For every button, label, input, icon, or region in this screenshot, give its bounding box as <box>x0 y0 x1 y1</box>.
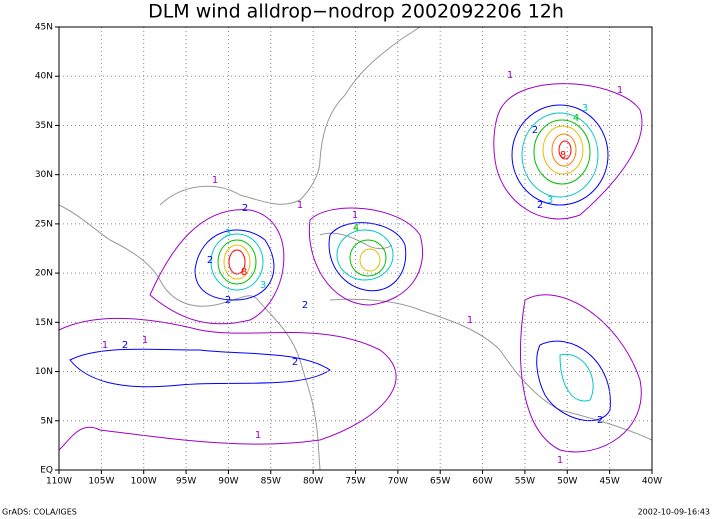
x-tick-label: 110W <box>46 477 72 487</box>
contour-1 <box>520 294 642 453</box>
y-tick-label: 35N <box>35 121 53 131</box>
contour-1 <box>58 318 397 451</box>
contour-label: 4 <box>573 113 579 124</box>
y-tick-label: EQ <box>40 466 53 476</box>
x-tick-label: 60W <box>472 477 492 487</box>
contour-2 <box>328 222 407 292</box>
contour-label: 1 <box>102 340 108 351</box>
y-tick-label: 5N <box>41 416 53 426</box>
contour-3 <box>210 233 264 291</box>
contour-5 <box>542 125 584 175</box>
grid <box>59 27 652 470</box>
contour-label: 2 <box>122 340 128 351</box>
x-tick-label: 70W <box>388 477 408 487</box>
y-tick-label: 20N <box>35 269 53 279</box>
x-tick-label: 105W <box>88 477 114 487</box>
contour-1 <box>308 207 424 306</box>
contour-label: 4 <box>353 223 359 234</box>
x-tick-label: 95W <box>176 477 196 487</box>
contour-4 <box>217 239 257 285</box>
coast-central-america <box>58 204 321 471</box>
contour-label: 1 <box>557 455 563 466</box>
contour-label: 1 <box>297 200 303 211</box>
contour-label: 2 <box>537 200 543 211</box>
contour-label: 2 <box>597 415 603 426</box>
y-tick-label: 30N <box>35 170 53 180</box>
y-tick-label: 25N <box>35 219 53 229</box>
contour-7 <box>558 140 572 160</box>
contour-6 <box>551 133 577 167</box>
x-tick-label: 65W <box>430 477 450 487</box>
contour-4 <box>533 119 591 185</box>
y-tick-label: 45N <box>35 23 53 33</box>
contour-label: 1 <box>212 175 218 186</box>
x-tick-label: 45W <box>599 477 619 487</box>
contour-label: 8 <box>241 267 247 278</box>
contour-5 <box>359 248 381 272</box>
contour-6 <box>228 249 246 275</box>
x-tick-label: 40W <box>642 477 662 487</box>
footer-left: GrADS: COLA/IGES <box>2 508 77 517</box>
contours <box>58 83 643 453</box>
x-tick-label: 85W <box>261 477 281 487</box>
contour-2 <box>511 104 609 206</box>
contour-2 <box>194 229 275 301</box>
contour-3 <box>521 112 599 198</box>
coastlines <box>58 26 653 471</box>
contour-label: 2 <box>292 357 298 368</box>
contour-4 <box>349 239 387 277</box>
contour-label: 2 <box>207 255 213 266</box>
x-tick-label: 90W <box>218 477 238 487</box>
contour-label: 1 <box>255 430 261 441</box>
coast-south-america <box>329 298 653 441</box>
title: DLM wind alldrop−nodrop 2002092206 12h <box>148 1 564 23</box>
contour-label: 1 <box>467 315 473 326</box>
contour-label: 2 <box>242 203 248 214</box>
contour-label: 3 <box>260 280 266 291</box>
contour-label: 3 <box>225 228 231 239</box>
contour-label: 1 <box>142 335 148 346</box>
x-tick-label: 100W <box>131 477 157 487</box>
footer-right: 2002-10-09-16:43 <box>638 508 710 517</box>
contour-label: 8 <box>560 150 566 161</box>
x-tick-label: 55W <box>515 477 535 487</box>
contour-label: 1 <box>352 210 358 221</box>
contour-label: 1 <box>507 70 513 81</box>
contour-1 <box>493 83 643 220</box>
y-tick-label: 40N <box>35 72 53 82</box>
coast-cuba <box>319 232 393 250</box>
contour-5 <box>223 244 251 280</box>
contour-label: 1 <box>617 85 623 96</box>
contour-2 <box>536 340 611 422</box>
contour-3 <box>336 229 394 281</box>
contour-label: 2 <box>302 300 308 311</box>
contour-label: 2 <box>532 125 538 136</box>
contour-label: 2 <box>225 295 231 306</box>
contour-2 <box>69 348 331 388</box>
y-tick-label: 10N <box>35 367 53 377</box>
x-tick-label: 50W <box>557 477 577 487</box>
contour-label: 3 <box>547 195 553 206</box>
y-tick-label: 15N <box>35 318 53 328</box>
x-tick-label: 75W <box>345 477 365 487</box>
x-tick-label: 80W <box>303 477 323 487</box>
coast-us <box>159 26 421 206</box>
contour-3 <box>559 354 594 402</box>
contour-label: 3 <box>582 103 588 114</box>
